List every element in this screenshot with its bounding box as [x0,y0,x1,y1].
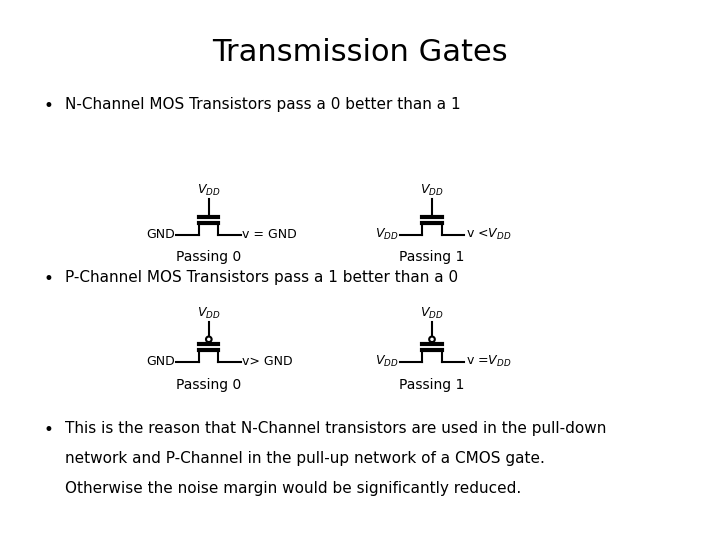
Text: v =$V_{DD}$: v =$V_{DD}$ [466,354,511,369]
Text: This is the reason that N-Channel transistors are used in the pull-down: This is the reason that N-Channel transi… [65,421,606,436]
Text: $V_{DD}$: $V_{DD}$ [197,306,220,321]
Text: Otherwise the noise margin would be significantly reduced.: Otherwise the noise margin would be sign… [65,481,521,496]
Text: $V_{DD}$: $V_{DD}$ [374,227,398,242]
Text: Passing 1: Passing 1 [400,378,464,392]
Text: v> GND: v> GND [243,355,293,368]
Text: •: • [43,421,53,439]
Text: $V_{DD}$: $V_{DD}$ [420,183,444,198]
Text: Passing 0: Passing 0 [176,250,241,264]
Text: GND: GND [146,228,175,241]
Text: •: • [43,270,53,288]
Text: N-Channel MOS Transistors pass a 0 better than a 1: N-Channel MOS Transistors pass a 0 bette… [65,97,460,112]
Text: Transmission Gates: Transmission Gates [212,38,508,67]
Text: P-Channel MOS Transistors pass a 1 better than a 0: P-Channel MOS Transistors pass a 1 bette… [65,270,458,285]
Text: v = GND: v = GND [243,228,297,241]
Text: network and P-Channel in the pull-up network of a CMOS gate.: network and P-Channel in the pull-up net… [65,451,544,466]
Text: •: • [43,97,53,115]
Text: Passing 1: Passing 1 [400,250,464,264]
Text: GND: GND [146,355,175,368]
Text: $V_{DD}$: $V_{DD}$ [197,183,220,198]
Text: Passing 0: Passing 0 [176,378,241,392]
Text: v <$V_{DD}$: v <$V_{DD}$ [466,227,511,242]
Text: $V_{DD}$: $V_{DD}$ [374,354,398,369]
Text: $V_{DD}$: $V_{DD}$ [420,306,444,321]
